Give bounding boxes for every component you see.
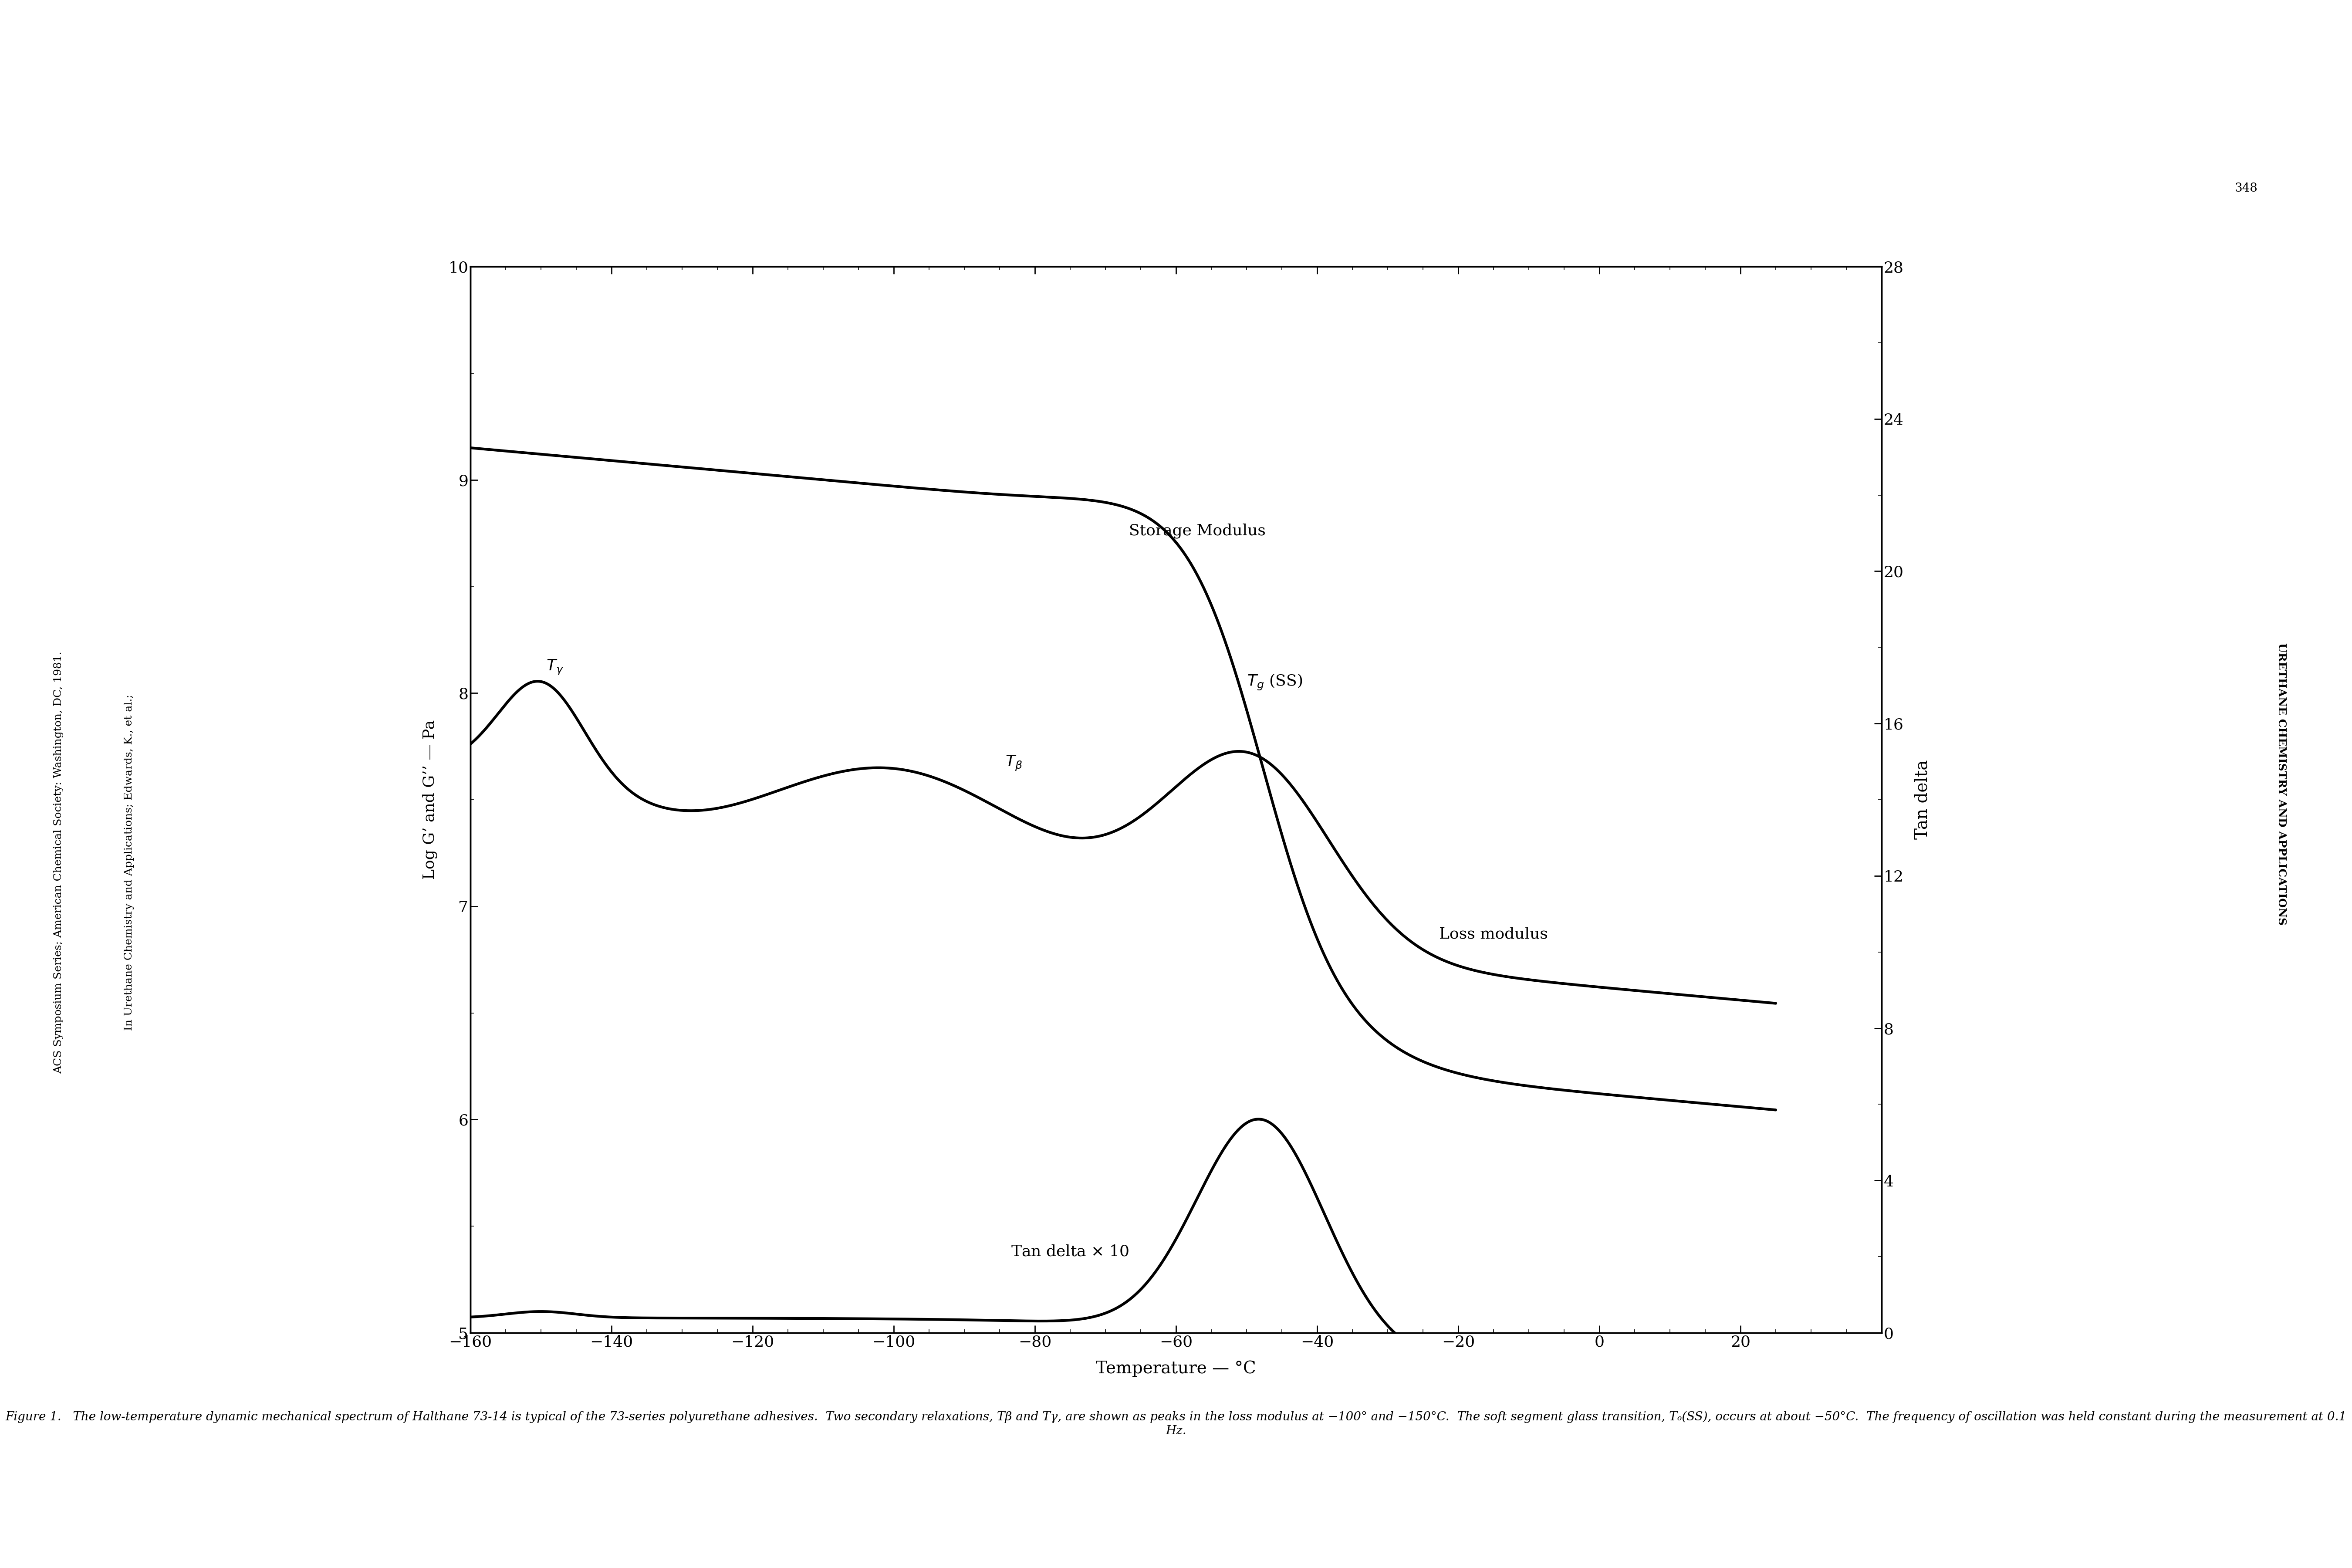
Text: Figure 1.   The low-temperature dynamic mechanical spectrum of Halthane 73-14 is: Figure 1. The low-temperature dynamic me… [5,1411,2347,1436]
Text: $T_\gamma$: $T_\gamma$ [546,659,564,676]
Y-axis label: Log G’ and G’’ — Pa: Log G’ and G’’ — Pa [423,720,437,880]
Text: 348: 348 [2234,182,2258,194]
Text: In Urethane Chemistry and Applications; Edwards, K., et al.;: In Urethane Chemistry and Applications; … [125,695,134,1030]
X-axis label: Temperature — °C: Temperature — °C [1096,1361,1256,1377]
Text: $T_\beta$: $T_\beta$ [1004,754,1023,773]
Text: ACS Symposium Series; American Chemical Society: Washington, DC, 1981.: ACS Symposium Series; American Chemical … [54,651,64,1074]
Y-axis label: Tan delta: Tan delta [1915,760,1931,839]
Text: Loss modulus: Loss modulus [1439,927,1548,941]
Text: Storage Modulus: Storage Modulus [1129,524,1265,538]
Text: Tan delta $\times$ 10: Tan delta $\times$ 10 [1011,1245,1129,1259]
Text: $T_g$ (SS): $T_g$ (SS) [1247,673,1303,691]
Text: URETHANE CHEMISTRY AND APPLICATIONS: URETHANE CHEMISTRY AND APPLICATIONS [2277,643,2286,925]
